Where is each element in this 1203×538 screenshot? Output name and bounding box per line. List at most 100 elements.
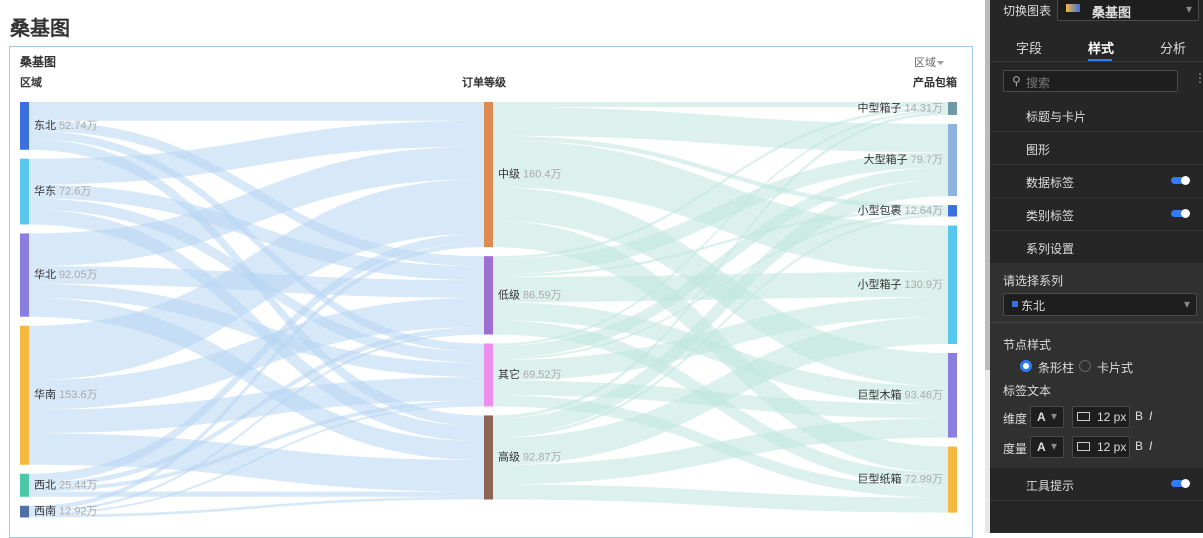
series-select-value: 东北 <box>1021 299 1046 313</box>
link <box>493 484 948 513</box>
toggle[interactable] <box>1171 176 1190 185</box>
node-name: 小型箱子 <box>857 277 901 291</box>
node-name: 东北 <box>34 119 56 132</box>
node-name: 华东 <box>34 183 56 197</box>
chart-title: 桑基图 <box>20 54 56 69</box>
italic-button[interactable]: I <box>1149 439 1153 453</box>
link <box>493 152 948 275</box>
node-value: 52.74万 <box>59 120 98 132</box>
node-label: 华北 92.05万 <box>34 267 98 281</box>
italic-button[interactable]: I <box>1149 409 1153 423</box>
node <box>20 473 29 497</box>
chevron: ⌄ <box>1026 240 1037 254</box>
node-name: 高级 <box>498 449 520 463</box>
series-label: 请选择系列 <box>1003 274 1064 288</box>
dropdown-arrow[interactable] <box>937 61 944 65</box>
arrow: ▾ <box>1051 409 1058 423</box>
link <box>493 135 948 210</box>
bold-button[interactable]: B <box>1135 409 1144 423</box>
label-text-label: 标签文本 <box>1003 384 1052 398</box>
link <box>29 102 484 121</box>
link <box>493 112 948 419</box>
link <box>29 496 484 518</box>
series-select[interactable]: 东北 ▾ <box>1003 293 1197 316</box>
panel-section[interactable]: › 图形 <box>990 132 1203 165</box>
node-value: 130.9万 <box>904 279 943 291</box>
node-label: 巨型纸箱 72.99万 <box>857 471 943 485</box>
toggle[interactable] <box>1171 209 1190 218</box>
font-a: A <box>1037 410 1046 424</box>
node-label: 其它 69.52万 <box>498 367 562 381</box>
radio-option[interactable]: 卡片式 <box>1097 361 1134 375</box>
link <box>493 167 948 359</box>
node-value: 72.99万 <box>904 473 943 485</box>
font-select[interactable]: A ▾ <box>1030 436 1064 458</box>
page-title: 桑基图 <box>10 18 70 40</box>
node-label: 华南 153.6万 <box>34 387 98 401</box>
panel-section[interactable]: › 工具提示 <box>990 468 1203 501</box>
search-box[interactable]: ⚲ 搜索 <box>1003 70 1178 92</box>
link <box>29 233 484 483</box>
chart-select-value: 桑基图 <box>1092 5 1132 20</box>
toggle[interactable] <box>1171 479 1190 488</box>
tab[interactable]: 字段 <box>1016 41 1043 56</box>
link <box>493 209 948 277</box>
chevron: › <box>1026 108 1030 122</box>
node-name: 华北 <box>34 267 56 281</box>
link <box>29 130 484 352</box>
node <box>484 343 493 407</box>
node-label: 高级 92.87万 <box>498 449 562 463</box>
font-a: A <box>1037 440 1046 454</box>
link <box>493 317 948 465</box>
panel-section[interactable]: › 数据标签 <box>990 165 1203 198</box>
node <box>948 205 957 217</box>
column-header: 区域 <box>20 75 42 89</box>
node <box>20 505 29 518</box>
node-style-label: 节点样式 <box>1003 338 1052 352</box>
bold-button[interactable]: B <box>1135 439 1144 453</box>
row-label: 度量 <box>1003 442 1028 456</box>
node-label: 中型箱子 14.31万 <box>857 100 943 114</box>
font-select[interactable]: A ▾ <box>1030 406 1064 428</box>
node-name: 西南 <box>34 505 56 518</box>
node-value: 12.64万 <box>904 205 943 217</box>
tab-active[interactable]: 样式 <box>1088 41 1115 56</box>
tab[interactable]: 分析 <box>1160 41 1187 56</box>
node-value: 14.31万 <box>904 102 943 114</box>
node-value: 72.6万 <box>59 185 91 197</box>
node <box>948 225 957 344</box>
panel-section[interactable]: › 标题与卡片 <box>990 99 1203 132</box>
node-label: 华东 72.6万 <box>34 183 91 197</box>
link <box>493 102 948 108</box>
node-value: 92.87万 <box>523 451 562 463</box>
link <box>29 184 484 281</box>
column-header: 产品包箱 <box>913 75 957 89</box>
node-name: 华南 <box>34 387 56 401</box>
size-input[interactable]: 12 px <box>1072 436 1130 458</box>
link <box>29 404 484 515</box>
row-label: 维度 <box>1003 412 1028 426</box>
node <box>20 158 29 225</box>
section-title: 标题与卡片 <box>1026 110 1087 124</box>
node-value: 12.92万 <box>59 506 98 518</box>
chart-select[interactable]: 桑基图 ▾ <box>1057 0 1199 21</box>
node <box>484 256 493 335</box>
panel-section[interactable]: › 类别标签 <box>990 198 1203 231</box>
node-value: 93.46万 <box>904 389 943 401</box>
node-name: 中型箱子 <box>857 100 901 114</box>
node-label: 低级 86.59万 <box>498 288 562 301</box>
node-name: 巨型木箱 <box>857 387 901 401</box>
column-header: 订单等级 <box>462 75 507 89</box>
settings-panel: 切换图表 桑基图 ▾ 字段 样式 分析 ⚲ 搜索 ⋮ › 标题与卡片 › 图形 › 数据标… <box>990 0 1203 533</box>
node-label: 中级 160.4万 <box>498 167 562 180</box>
node-name: 低级 <box>498 288 520 301</box>
size-input[interactable]: 12 px <box>1072 406 1130 428</box>
node-value: 92.05万 <box>59 269 98 281</box>
panel-section[interactable]: ⌄ 系列设置 <box>990 231 1203 264</box>
chevron: › <box>1026 207 1030 221</box>
link <box>493 271 948 303</box>
link <box>29 327 484 488</box>
radio-option[interactable]: 条形柱 <box>1038 361 1075 375</box>
filter-dropdown[interactable]: 区域 <box>914 56 936 69</box>
